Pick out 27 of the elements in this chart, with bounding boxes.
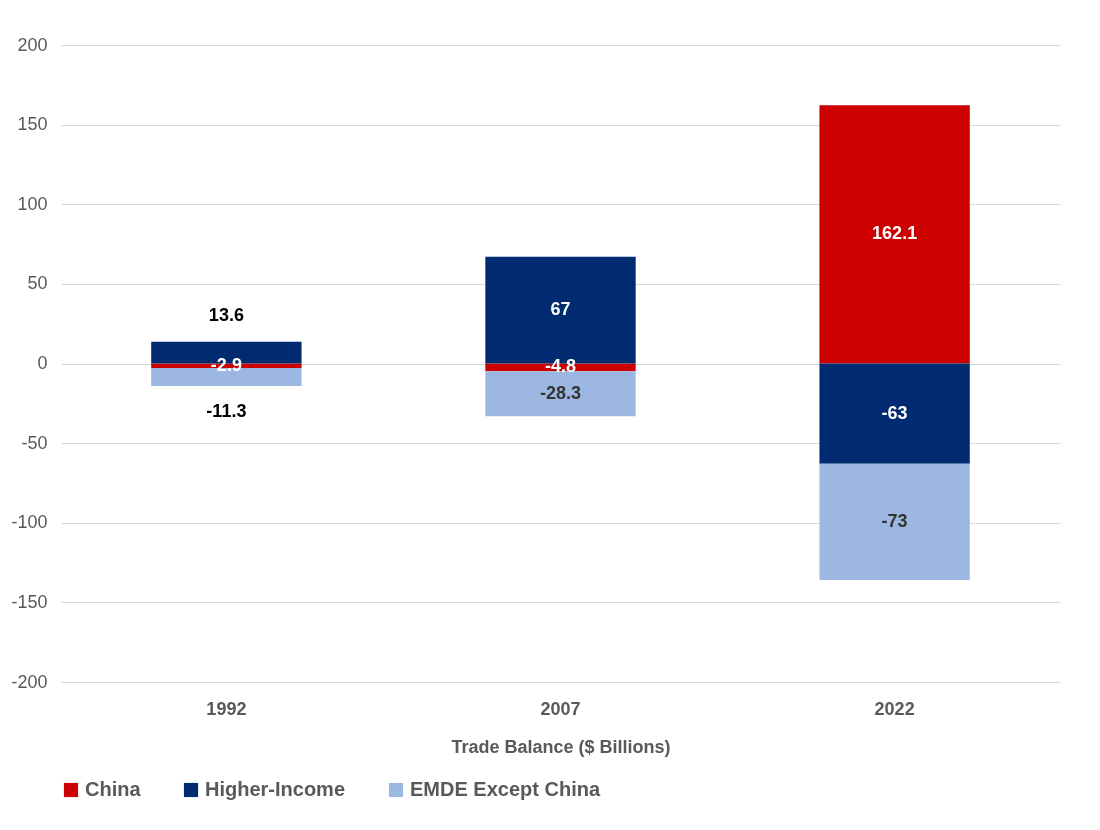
data-label: -73 [881, 510, 908, 531]
y-tick-label: -200 [11, 671, 48, 692]
y-tick-label: 200 [17, 34, 48, 55]
data-label: 162.1 [872, 223, 918, 244]
x-axis-title: Trade Balance ($ Billions) [451, 736, 671, 757]
x-tick-label: 2007 [540, 698, 581, 719]
data-label: 67 [550, 299, 571, 320]
bar [819, 105, 970, 364]
bar [819, 363, 970, 464]
y-tick-label: 0 [37, 353, 48, 373]
y-tick-label: 50 [27, 273, 48, 294]
data-label: -63 [881, 402, 908, 423]
data-label: -28.3 [539, 382, 582, 403]
bar [819, 463, 970, 581]
y-tick-label: -100 [11, 512, 48, 533]
legend-label: EMDE Except China [410, 778, 601, 800]
x-tick-label: 2022 [874, 698, 915, 719]
data-label: -11.3 [206, 400, 247, 421]
legend-label: China [85, 778, 142, 800]
y-tick-label: 100 [17, 193, 48, 214]
legend-label: Higher-Income [205, 778, 346, 800]
data-label: 13.6 [208, 305, 244, 326]
y-tick-label: -150 [11, 591, 48, 612]
y-tick-label: 150 [17, 114, 48, 135]
y-tick-label: -50 [21, 432, 48, 453]
bar [485, 371, 636, 417]
x-tick-label: 1992 [206, 698, 247, 719]
